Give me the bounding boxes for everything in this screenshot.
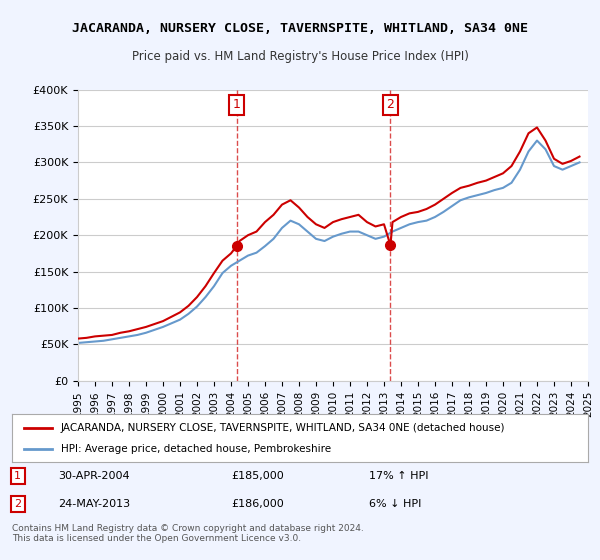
Text: £185,000: £185,000 bbox=[231, 471, 284, 481]
Text: 17% ↑ HPI: 17% ↑ HPI bbox=[369, 471, 428, 481]
Text: 30-APR-2004: 30-APR-2004 bbox=[58, 471, 130, 481]
Text: 1: 1 bbox=[233, 99, 241, 111]
Text: 1: 1 bbox=[14, 471, 21, 481]
Text: 2: 2 bbox=[14, 499, 22, 509]
Text: HPI: Average price, detached house, Pembrokeshire: HPI: Average price, detached house, Pemb… bbox=[61, 444, 331, 454]
Text: £186,000: £186,000 bbox=[231, 499, 284, 509]
Text: 2: 2 bbox=[386, 99, 394, 111]
Text: Price paid vs. HM Land Registry's House Price Index (HPI): Price paid vs. HM Land Registry's House … bbox=[131, 50, 469, 63]
Text: JACARANDA, NURSERY CLOSE, TAVERNSPITE, WHITLAND, SA34 0NE: JACARANDA, NURSERY CLOSE, TAVERNSPITE, W… bbox=[72, 22, 528, 35]
Text: Contains HM Land Registry data © Crown copyright and database right 2024.
This d: Contains HM Land Registry data © Crown c… bbox=[12, 524, 364, 543]
Text: 6% ↓ HPI: 6% ↓ HPI bbox=[369, 499, 421, 509]
Text: 24-MAY-2013: 24-MAY-2013 bbox=[58, 499, 130, 509]
Text: JACARANDA, NURSERY CLOSE, TAVERNSPITE, WHITLAND, SA34 0NE (detached house): JACARANDA, NURSERY CLOSE, TAVERNSPITE, W… bbox=[61, 423, 505, 433]
